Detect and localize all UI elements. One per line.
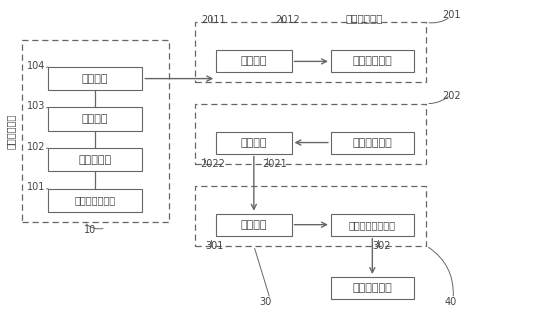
Bar (216, 50, 292, 72)
Bar (330, 277, 414, 299)
Text: 可调谐激光光源: 可调谐激光光源 (75, 195, 116, 205)
Text: 2012: 2012 (275, 15, 300, 25)
Text: 2022: 2022 (200, 159, 225, 169)
Text: 10: 10 (84, 225, 97, 234)
Text: 发射透镜: 发射透镜 (241, 56, 267, 67)
Bar (216, 214, 292, 236)
Bar (22, 40, 168, 222)
Bar (48, 108, 142, 131)
Bar (48, 189, 142, 212)
Bar (48, 148, 142, 171)
Text: 302: 302 (373, 241, 391, 251)
Text: 202: 202 (442, 92, 461, 101)
Bar (216, 131, 292, 154)
Text: 第二行射光栅: 第二行射光栅 (353, 138, 392, 148)
Text: 102: 102 (26, 142, 45, 152)
Bar (48, 67, 142, 90)
Bar (194, 186, 426, 246)
Text: 2011: 2011 (201, 15, 226, 25)
Text: 信号发射单元: 信号发射单元 (5, 114, 15, 149)
Text: 光分路器: 光分路器 (82, 74, 108, 83)
Bar (194, 22, 426, 82)
Text: 30: 30 (259, 297, 272, 307)
Text: 2021: 2021 (262, 159, 287, 169)
Text: 104: 104 (26, 61, 45, 71)
Text: 301: 301 (205, 241, 224, 251)
Text: 脉冲发生器: 脉冲发生器 (78, 155, 112, 165)
Bar (330, 50, 414, 72)
Text: 103: 103 (26, 101, 45, 111)
Bar (330, 131, 414, 154)
Bar (330, 214, 414, 236)
Text: 第一行射光栅: 第一行射光栅 (353, 56, 392, 67)
Text: 光检测器: 光检测器 (241, 220, 267, 230)
Text: 光放大器: 光放大器 (82, 114, 108, 124)
Text: 接收透镜: 接收透镜 (241, 138, 267, 148)
Text: 距离分析单元: 距离分析单元 (353, 283, 392, 293)
Text: 40: 40 (445, 297, 457, 307)
Text: 201: 201 (442, 10, 461, 20)
Text: 第一光学单元: 第一光学单元 (346, 14, 383, 23)
Text: 101: 101 (26, 182, 45, 192)
Text: 信号放大调理电路: 信号放大调理电路 (349, 220, 396, 230)
Bar (194, 104, 426, 164)
